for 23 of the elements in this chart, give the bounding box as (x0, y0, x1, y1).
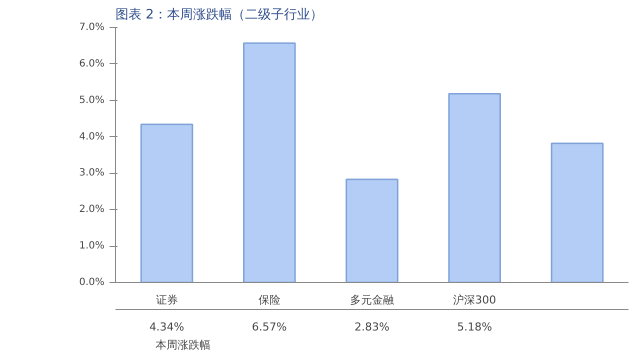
y-tick-label: 3.0% (79, 168, 104, 179)
bar (448, 93, 501, 282)
y-tick-label: 5.0% (79, 94, 104, 106)
x-tick-label: 保险 (258, 294, 280, 306)
bar (140, 124, 194, 282)
data-label: 5.18% (457, 320, 492, 334)
y-tick-label: 2.0% (79, 204, 104, 216)
y-tick-label: 4.0% (79, 131, 104, 142)
y-tick-label: 6.0% (79, 58, 104, 70)
chart-title: 图表 2：本周涨跌幅（二级子行业） (116, 8, 323, 22)
y-tick-label: 0.0% (79, 277, 104, 288)
y-tick-label: 7.0% (79, 22, 104, 33)
data-label: 2.83% (354, 320, 390, 334)
data-label: 4.34% (149, 320, 184, 334)
bar (346, 178, 398, 282)
text: 本周涨跌幅 (156, 338, 210, 351)
data-label: 6.57% (252, 320, 287, 334)
x-tick-label: 多元金融 (350, 294, 394, 306)
x-tick-label: 证券 (156, 294, 178, 306)
y-tick-label: 1.0% (79, 240, 104, 252)
x-tick-label: 沪深300 (453, 294, 496, 306)
bar (243, 42, 296, 282)
bar (550, 142, 604, 282)
